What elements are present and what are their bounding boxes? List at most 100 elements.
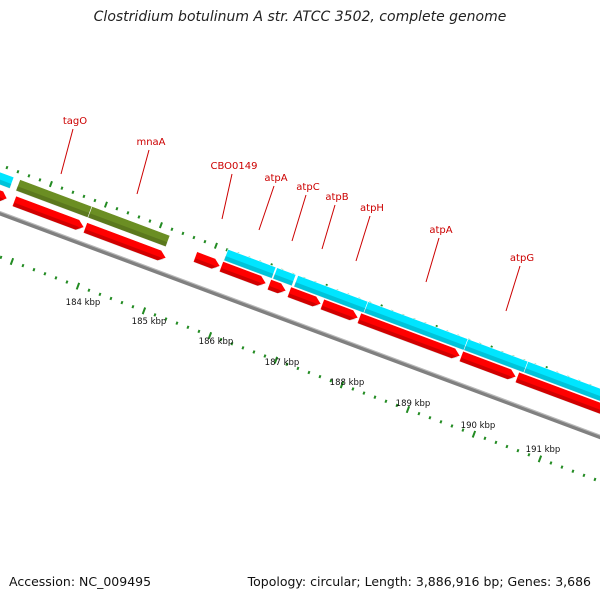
cds-atpa2-shade [358, 319, 458, 359]
backbone-highlight [0, 210, 600, 436]
block-atpb-shade [363, 308, 466, 351]
gene-leader-line [221, 173, 233, 220]
scale-tick [197, 329, 201, 334]
scale-tick [516, 448, 520, 453]
cds-atpa2 [356, 312, 461, 359]
cds-tago [11, 195, 85, 231]
scale-tick [164, 317, 168, 321]
scale-tick [318, 374, 322, 379]
scale-tick [537, 455, 543, 463]
scale-tick [417, 411, 421, 416]
scale-tick [54, 276, 58, 280]
scale-tick [384, 399, 388, 404]
scale-tick [65, 280, 69, 284]
block-mnaa [87, 206, 171, 248]
block-cbo0149 [223, 248, 277, 279]
kbp-label: 188 kbp [330, 378, 365, 388]
scale-tick [505, 444, 509, 449]
scale-tick [351, 387, 355, 391]
gene-label: atpG [510, 253, 534, 264]
scale-tick [273, 356, 279, 364]
tick-dot [213, 242, 218, 249]
gene-label: CBO0149 [211, 161, 258, 172]
gene-label: atpA [429, 225, 452, 236]
cds-atph-shape [319, 298, 359, 321]
tick-dot [181, 231, 185, 236]
scale-tick [329, 378, 333, 383]
cds-atpb-shade [288, 293, 319, 307]
cds-atph [319, 298, 359, 321]
block-atpa1 [272, 267, 297, 287]
block-atpg [523, 361, 600, 404]
cds-end-shade [516, 378, 600, 414]
cds-atpa1-shade [220, 268, 264, 287]
gene-leader-line [355, 215, 371, 262]
cds-atpa2-shape [356, 312, 461, 359]
scale-tick [109, 296, 113, 301]
tick-dot [38, 178, 42, 182]
scale-tick [362, 391, 366, 395]
scale-tick [285, 362, 289, 367]
map-title: Clostridium botulinum A str. ATCC 3502, … [93, 9, 507, 25]
cds-end-shape [514, 371, 600, 415]
kbp-label: 185 kbp [132, 317, 167, 327]
cds-atpc-shape [266, 278, 287, 294]
scale-tick [571, 469, 575, 473]
cds-0 [0, 187, 8, 202]
gene-label: tagO [63, 116, 87, 127]
scale-tick [593, 477, 597, 482]
gene-leader-line [136, 149, 150, 195]
block-mnaa-shade [87, 213, 168, 247]
tick-dot [158, 222, 163, 229]
cds-0-shade [0, 194, 5, 202]
scale-tick [207, 331, 213, 340]
cds-mnaa [82, 222, 167, 261]
cds-tago-shape [11, 195, 85, 231]
scale-tick [252, 350, 256, 354]
block-tago-shade [15, 186, 90, 218]
backbone-layer [0, 210, 600, 440]
leader-layer: tagO mnaA CBO0149 atpA atpC atpB atpH atpA atpG [60, 116, 534, 312]
kbp-label: 191 kbp [526, 445, 561, 455]
feature-layer [0, 169, 600, 415]
scale-tick [263, 354, 267, 358]
cds-cbo0149-shape [192, 251, 221, 270]
scale-tick [296, 366, 300, 371]
gene-leader-line [258, 185, 275, 231]
scale-tick [153, 313, 157, 317]
cds-atph-shade [321, 305, 356, 321]
cds-mnaa-shade [84, 229, 164, 261]
scale-tick [32, 267, 36, 272]
tick-dot [103, 201, 108, 208]
kbp-label: 187 kbp [265, 358, 300, 368]
cds-atpa1 [218, 260, 267, 287]
scale-tick [307, 370, 311, 375]
scale-tick [373, 395, 377, 399]
tick-dot [203, 239, 207, 244]
gene-leader-line [425, 237, 440, 283]
kbp-label: 190 kbp [461, 421, 496, 431]
scale-tick [98, 292, 102, 297]
scale-tick [75, 282, 81, 290]
scale-tick [131, 304, 135, 309]
gene-leader-line [291, 194, 307, 242]
tick-dot [5, 165, 9, 170]
block-mnaa-shape [87, 206, 171, 248]
tick-dot [170, 227, 174, 232]
scale-tick [9, 257, 15, 266]
cds-atpg-shade [460, 357, 514, 380]
block-cbo0149-shade [223, 255, 274, 279]
cds-atpb-shape [286, 286, 322, 307]
block-0 [0, 169, 15, 189]
tick-dot [82, 194, 86, 199]
gene-label: mnaA [136, 137, 165, 148]
kbp-label: 189 kbp [396, 399, 431, 409]
scale-tick [186, 325, 190, 330]
scale-tick [395, 403, 399, 408]
scale-tick [120, 300, 124, 305]
cds-end [514, 371, 600, 415]
gene-label: atpB [325, 192, 348, 203]
scale-tick [21, 263, 25, 268]
scale-tick [43, 272, 47, 276]
